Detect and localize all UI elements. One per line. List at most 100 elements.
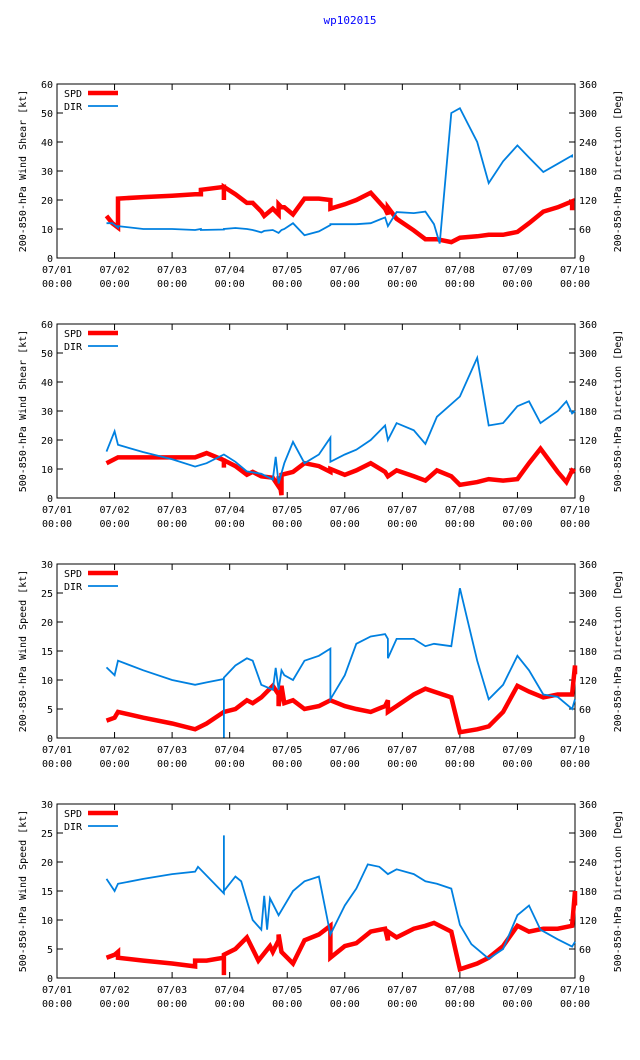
x-tick-label-time: 00:00 — [42, 519, 72, 530]
x-tick-label-time: 00:00 — [330, 279, 360, 290]
x-tick-label-time: 00:00 — [272, 999, 302, 1010]
x-tick-label-time: 00:00 — [157, 279, 187, 290]
y-tick-label: 40 — [41, 138, 53, 149]
chart-panel-4: 05101520253006012018024030036007/0100:00… — [18, 800, 624, 1010]
y2-tick-label: 360 — [579, 80, 597, 91]
x-tick-label-time: 00:00 — [157, 999, 187, 1010]
y2-tick-label: 240 — [579, 378, 597, 389]
x-tick-label-time: 00:00 — [502, 279, 532, 290]
x-tick-label-date: 07/01 — [42, 265, 72, 276]
x-tick-label-time: 00:00 — [445, 999, 475, 1010]
x-tick-label-date: 07/10 — [560, 505, 590, 516]
x-tick-label-time: 00:00 — [215, 279, 245, 290]
x-tick-label-time: 00:00 — [215, 519, 245, 530]
y2-tick-label: 60 — [579, 945, 591, 956]
x-tick-label-date: 07/09 — [502, 505, 532, 516]
legend-label-spd: SPD — [64, 329, 82, 340]
y-tick-label: 40 — [41, 378, 53, 389]
x-tick-label-date: 07/09 — [502, 265, 532, 276]
y-axis-label: 500-850-hPa Wind Shear [kt] — [18, 330, 29, 493]
x-tick-label-date: 07/06 — [330, 505, 360, 516]
y2-tick-label: 60 — [579, 225, 591, 236]
x-tick-label-time: 00:00 — [272, 759, 302, 770]
x-tick-label-time: 00:00 — [502, 999, 532, 1010]
y-tick-label: 5 — [47, 945, 53, 956]
x-tick-label-time: 00:00 — [42, 999, 72, 1010]
y2-tick-label: 300 — [579, 829, 597, 840]
x-tick-label-date: 07/07 — [387, 505, 417, 516]
legend-label-spd: SPD — [64, 89, 82, 100]
x-tick-label-time: 00:00 — [560, 519, 590, 530]
y-tick-label: 20 — [41, 196, 53, 207]
y2-tick-label: 60 — [579, 465, 591, 476]
y2-tick-label: 180 — [579, 407, 597, 418]
y-tick-label: 5 — [47, 705, 53, 716]
y2-axis-label: 200-850-hPa Direction [Deg] — [613, 570, 624, 733]
x-tick-label-time: 00:00 — [387, 999, 417, 1010]
x-tick-label-date: 07/04 — [215, 265, 245, 276]
figure-title: wp102015 — [324, 14, 377, 27]
x-tick-label-date: 07/08 — [445, 745, 475, 756]
x-tick-label-date: 07/09 — [502, 985, 532, 996]
x-tick-label-time: 00:00 — [560, 759, 590, 770]
x-tick-label-time: 00:00 — [387, 279, 417, 290]
y2-tick-label: 240 — [579, 858, 597, 869]
y2-tick-label: 300 — [579, 589, 597, 600]
x-tick-label-date: 07/06 — [330, 985, 360, 996]
x-tick-label-date: 07/04 — [215, 745, 245, 756]
x-tick-label-date: 07/09 — [502, 745, 532, 756]
x-tick-label-date: 07/10 — [560, 745, 590, 756]
y2-tick-label: 240 — [579, 618, 597, 629]
y2-tick-label: 120 — [579, 436, 597, 447]
x-tick-label-time: 00:00 — [445, 759, 475, 770]
series-line-dir — [105, 835, 576, 960]
y2-tick-label: 0 — [579, 974, 585, 985]
x-tick-label-time: 00:00 — [330, 519, 360, 530]
x-tick-label-date: 07/10 — [560, 985, 590, 996]
y-tick-label: 10 — [41, 465, 53, 476]
x-tick-label-date: 07/06 — [330, 265, 360, 276]
x-tick-label-time: 00:00 — [387, 759, 417, 770]
x-tick-label-date: 07/04 — [215, 505, 245, 516]
x-tick-label-date: 07/05 — [272, 985, 302, 996]
x-tick-label-time: 00:00 — [100, 759, 130, 770]
series-line-spd — [105, 445, 577, 496]
y2-tick-label: 180 — [579, 887, 597, 898]
x-tick-label-time: 00:00 — [100, 279, 130, 290]
x-tick-label-time: 00:00 — [387, 519, 417, 530]
x-tick-label-date: 07/04 — [215, 985, 245, 996]
x-tick-label-time: 00:00 — [157, 759, 187, 770]
legend-label-dir: DIR — [64, 342, 83, 353]
legend-label-dir: DIR — [64, 582, 83, 593]
x-tick-label-time: 00:00 — [445, 519, 475, 530]
x-tick-label-time: 00:00 — [502, 519, 532, 530]
y-tick-label: 25 — [41, 589, 53, 600]
y2-tick-label: 300 — [579, 349, 597, 360]
x-tick-label-date: 07/02 — [100, 505, 130, 516]
x-tick-label-time: 00:00 — [100, 999, 130, 1010]
y2-tick-label: 240 — [579, 138, 597, 149]
x-tick-label-time: 00:00 — [215, 999, 245, 1010]
y-tick-label: 30 — [41, 800, 53, 811]
y-tick-label: 20 — [41, 436, 53, 447]
y2-tick-label: 300 — [579, 109, 597, 120]
x-tick-label-date: 07/07 — [387, 265, 417, 276]
y-tick-label: 15 — [41, 647, 53, 658]
legend-label-spd: SPD — [64, 809, 82, 820]
y2-tick-label: 180 — [579, 647, 597, 658]
y2-axis-label: 500-850-hPa Direction [Deg] — [613, 810, 624, 973]
series-line-dir — [106, 106, 573, 244]
y-tick-label: 25 — [41, 829, 53, 840]
x-tick-label-date: 07/01 — [42, 745, 72, 756]
y2-tick-label: 60 — [579, 705, 591, 716]
x-tick-label-date: 07/01 — [42, 985, 72, 996]
plot-frame — [56, 323, 576, 499]
y2-tick-label: 360 — [579, 560, 597, 571]
x-tick-label-date: 07/08 — [445, 985, 475, 996]
y-tick-label: 50 — [41, 109, 53, 120]
series-line-spd — [104, 182, 575, 245]
x-tick-label-date: 07/08 — [445, 265, 475, 276]
x-tick-label-date: 07/07 — [387, 745, 417, 756]
chart-panel-3: 05101520253006012018024030036007/0100:00… — [18, 560, 624, 770]
